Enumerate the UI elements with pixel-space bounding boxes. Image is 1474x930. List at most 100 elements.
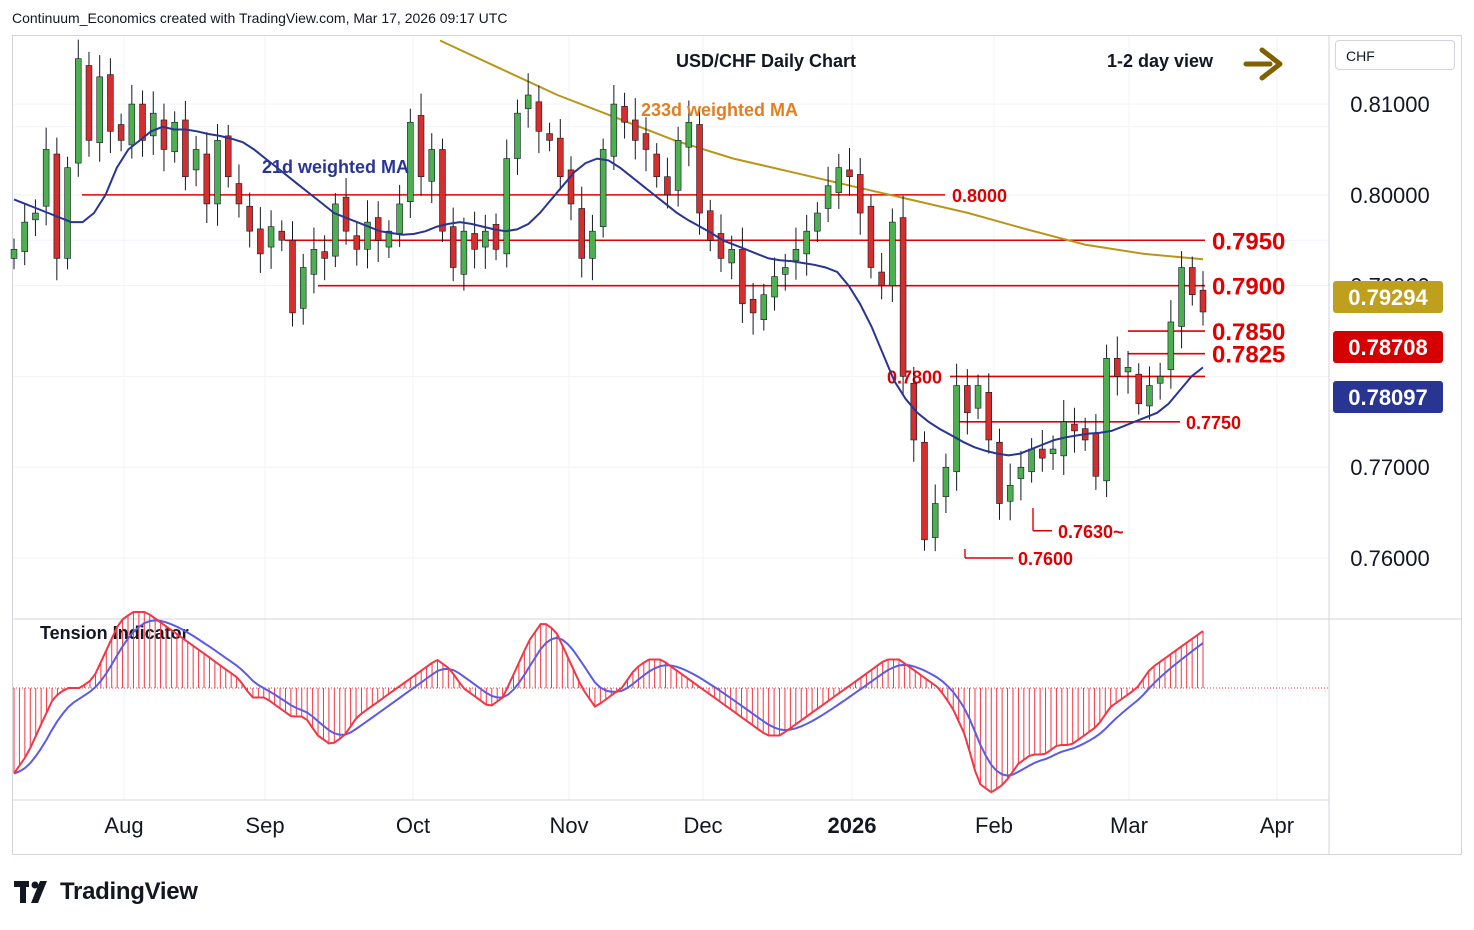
- candle-body: [139, 103, 146, 141]
- candle-body: [385, 230, 393, 248]
- candle-body: [471, 233, 478, 250]
- candle-body: [953, 385, 960, 473]
- candle-body: [567, 169, 575, 205]
- candle-body: [974, 385, 982, 409]
- level-label: 0.7825: [1212, 342, 1285, 369]
- candle-body: [321, 251, 328, 259]
- candle-body: [814, 212, 821, 232]
- x-tick-label: 2026: [828, 813, 877, 838]
- candle-body: [342, 196, 350, 232]
- level-label: 0.7900: [1212, 274, 1285, 301]
- candle-body: [610, 103, 618, 157]
- level-label: 0.7950: [1212, 228, 1285, 255]
- candle-body: [1124, 367, 1132, 373]
- candle-body: [1146, 385, 1153, 407]
- candle-body: [310, 249, 318, 275]
- price-badges: 0.79294 0.78708 0.78097: [1333, 281, 1443, 413]
- candle-body: [1114, 357, 1121, 377]
- candle-body: [482, 230, 489, 248]
- candle-body: [75, 58, 82, 164]
- candle-body: [1028, 448, 1035, 473]
- candle-body: [32, 212, 39, 221]
- axes: 0.760000.770000.790000.800000.81000AugSe…: [13, 36, 1461, 854]
- candle-body: [867, 205, 875, 268]
- candle-body: [514, 112, 521, 159]
- level-label: 0.7600: [1018, 549, 1073, 569]
- candle-body: [214, 140, 221, 205]
- chart-frame[interactable]: [12, 35, 1462, 855]
- tradingview-wordmark: TradingView: [60, 878, 198, 905]
- candle-body: [160, 119, 168, 150]
- candle-body: [589, 230, 596, 259]
- tension-indicator-pane: Tension Indicator: [13, 611, 1329, 794]
- candle-body: [803, 230, 810, 255]
- candle-body: [1049, 448, 1057, 454]
- candle-body: [299, 267, 307, 309]
- chart-title: USD/CHF Daily Chart: [676, 51, 856, 71]
- candle-body: [224, 135, 232, 178]
- y-tick-label: 0.80000: [1350, 183, 1430, 208]
- candle-body: [1189, 267, 1196, 296]
- candle-body: [353, 235, 361, 250]
- tradingview-logo[interactable]: TradingView: [14, 878, 198, 906]
- candle-body: [53, 153, 61, 259]
- x-tick-label: Oct: [396, 813, 430, 838]
- candle-body: [685, 121, 693, 148]
- candle-body: [696, 124, 703, 214]
- candle-body: [653, 153, 660, 178]
- x-tick-label: Feb: [975, 813, 1013, 838]
- price-badge-label: 0.79294: [1348, 285, 1428, 310]
- candle-body: [524, 94, 532, 109]
- candle-body: [428, 149, 436, 182]
- candle-body: [792, 249, 800, 261]
- annotations: USD/CHF Daily Chart 1-2 day view 233d weig…: [262, 47, 1283, 177]
- candle-body: [846, 169, 853, 178]
- candle-body: [171, 121, 178, 153]
- candle-body: [192, 149, 200, 171]
- candle-body: [1135, 373, 1142, 404]
- ma21-label: 21d weighted MA: [262, 157, 409, 177]
- candle-body: [942, 466, 950, 498]
- level-label: 0.7750: [1186, 413, 1241, 433]
- candle-body: [1156, 376, 1164, 384]
- x-tick-label: Mar: [1110, 813, 1148, 838]
- ma21-series: [13, 125, 1204, 457]
- candle-body: [985, 392, 993, 441]
- candle-body: [107, 74, 114, 132]
- candle-body: [878, 271, 885, 286]
- candle-body: [996, 441, 1003, 504]
- candle-body: [728, 249, 735, 264]
- price-badge-current: [1333, 331, 1443, 363]
- candle-body: [674, 140, 682, 191]
- candle-body: [42, 149, 50, 207]
- view-label: 1-2 day view: [1107, 51, 1214, 71]
- tradingview-logo-icon: [14, 881, 47, 903]
- candle-body: [707, 210, 714, 241]
- candle-body: [632, 119, 639, 141]
- candle-body: [182, 119, 189, 178]
- candle-body: [824, 185, 832, 209]
- candle-body: [557, 137, 564, 178]
- candle-body: [760, 294, 768, 320]
- level-label: 0.7630~: [1058, 522, 1124, 542]
- candle-body: [1039, 448, 1046, 459]
- candle-body: [332, 203, 339, 257]
- x-tick-label: Sep: [245, 813, 284, 838]
- candle-body: [267, 226, 275, 248]
- candle-body: [439, 149, 446, 232]
- candle-body: [407, 121, 414, 202]
- candle-body: [150, 112, 157, 137]
- price-badge-label: 0.78708: [1348, 335, 1428, 360]
- candle-body: [1199, 289, 1207, 313]
- candle-body: [460, 230, 468, 275]
- chart-attribution: Continuum_Economics created with Trading…: [12, 10, 508, 26]
- candles: [10, 39, 1207, 552]
- price-badge-label: 0.78097: [1348, 385, 1428, 410]
- x-tick-label: Apr: [1260, 813, 1294, 838]
- currency-selector[interactable]: CHF: [1335, 40, 1455, 70]
- candle-body: [599, 149, 607, 227]
- ma233-series: [439, 39, 1204, 261]
- candle-body: [781, 267, 789, 275]
- candle-body: [203, 153, 211, 205]
